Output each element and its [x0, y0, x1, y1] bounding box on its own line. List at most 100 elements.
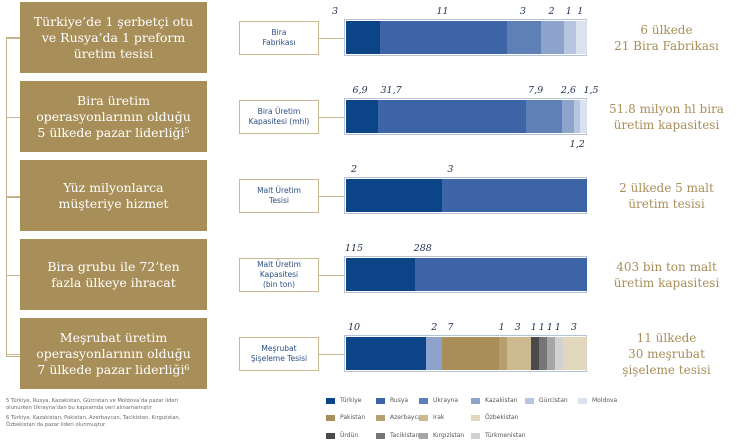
highlight-line: üretim tesisi: [73, 45, 154, 61]
legend-swatch: [471, 414, 480, 421]
row-label-line: Şişeleme Tesisi: [250, 353, 308, 363]
summary-line: üretim kapasitesi: [613, 117, 720, 132]
bracket-tick: [6, 274, 20, 276]
row-label-line: Malt Üretim: [257, 259, 301, 269]
highlight-text: Türkiye’de 1 şerbetçi otu ve Rusya’da 1 p…: [34, 14, 193, 62]
legend-swatch: [376, 414, 385, 421]
footnote-note5: 5 Türkiye, Rusya, Kazakistan, Gürcistan …: [6, 398, 234, 412]
highlight-line: operasyonlarının olduğu: [36, 108, 191, 124]
legend-swatch: [326, 432, 335, 439]
value-label: 3: [331, 6, 339, 17]
bar-segment-rusya: [378, 100, 526, 133]
legend-swatch: [471, 397, 480, 404]
row-summary: 11 ülkede 30 meşrubat şişeleme tesisi: [596, 330, 737, 378]
bar-segment-türkiye: [346, 258, 415, 291]
stacked-bar: [344, 19, 587, 56]
legend-swatch: [525, 397, 534, 404]
footnote-note6: 6 Türkiye, Kazakistan, Pakistan, Azerbay…: [6, 415, 234, 429]
highlight-box: Bira grubu ile 72’ten fazla ülkeye ihraca…: [20, 239, 207, 310]
row-label-box: Bira Fabrikası: [239, 20, 319, 55]
row-label-line: Kapasitesi: [259, 269, 299, 279]
value-label: 1: [577, 6, 584, 17]
bar-segment-ürdün: [530, 337, 539, 370]
bar-segment-tacikistan: [538, 337, 547, 370]
highlight-line: operasyonlarının olduğu: [36, 345, 191, 361]
bracket-tick: [6, 37, 20, 39]
row-summary: 6 ülkede 21 Bira Fabrikası: [596, 22, 737, 54]
row-label-line: Kapasitesi (mhl): [248, 116, 310, 126]
value-label: 7,9: [528, 85, 544, 96]
highlight-line: Türkiye’de 1 şerbetçi otu: [33, 13, 194, 29]
legend-entry-ürdün: Ürdün: [326, 432, 358, 439]
legend-label: Azerbaycan: [390, 414, 426, 421]
highlight-box: Yüz milyonlarca müşteriye hizmet: [20, 160, 207, 231]
stacked-bar: [344, 335, 587, 372]
bar-segment-türkiye: [346, 179, 443, 212]
value-label: 1,2: [569, 139, 585, 150]
bar-segment-gürcistan: [574, 100, 581, 133]
legend-entry-moldova: Moldova: [578, 397, 617, 404]
bar-segment-türkiye: [346, 100, 379, 133]
summary-line: 51.8 milyon hl bira: [609, 101, 724, 116]
legend-swatch: [326, 414, 335, 421]
value-label: 7: [447, 322, 454, 333]
row-connector: [319, 37, 344, 39]
bar-segment-gürcistan: [564, 21, 576, 54]
row-label-box: Malt Üretim Tesisi: [239, 178, 319, 213]
bracket-tick: [6, 116, 20, 118]
legend-entry-ukrayna: Ukrayna: [419, 397, 458, 404]
summary-line: 6 ülkede: [640, 22, 693, 37]
summary-line: 30 meşrubat: [628, 346, 705, 361]
row-label-box: Bira Üretim Kapasitesi (mhl): [239, 99, 319, 134]
highlight-text: Yüz milyonlarca müşteriye hizmet: [58, 180, 168, 212]
value-label: 1: [546, 322, 553, 333]
value-label: 1,5: [583, 85, 599, 96]
bar-segment-rusya: [380, 21, 507, 54]
footnote-line: 5 Türkiye, Rusya, Kazakistan, Gürcistan …: [6, 398, 179, 404]
footnote-line: 6 Türkiye, Kazakistan, Pakistan, Azerbay…: [6, 415, 181, 421]
value-label: 1: [565, 6, 572, 17]
row-summary: 2 ülkede 5 malt üretim tesisi: [596, 180, 737, 212]
legend-swatch: [471, 432, 480, 439]
row-connector: [319, 116, 344, 118]
row-label-line: (bin ton): [262, 279, 296, 289]
legend-swatch: [376, 432, 385, 439]
value-label: 2: [548, 6, 555, 17]
bar-segment-özbekistan: [562, 337, 587, 370]
row-label-box: Meşrubat Şişeleme Tesisi: [239, 336, 319, 371]
bracket-tick: [6, 353, 20, 355]
row-label-line: Bira: [271, 27, 287, 37]
footnote-line: Özbekistan’da pazar lideri olunmuştur.: [6, 422, 107, 428]
legend-entry-kazakistan: Kazakistan: [471, 397, 517, 404]
bar-segment-türkiye: [346, 337, 427, 370]
legend-entry-gürcistan: Gürcistan: [525, 397, 568, 404]
highlight-line: Yüz milyonlarca: [63, 179, 164, 195]
highlight-text: Bira üretim operasyonlarının olduğu 5 ülke…: [36, 93, 191, 141]
highlight-line: Bira grubu ile 72’ten: [47, 258, 180, 274]
value-label: 3: [519, 6, 526, 17]
legend-entry-türkiye: Türkiye: [326, 397, 362, 404]
row-connector: [319, 274, 344, 276]
value-label: 115: [344, 243, 364, 254]
legend-swatch: [376, 397, 385, 404]
bar-segment-kazakistan: [562, 100, 575, 133]
bar-segment-azerbaycan: [498, 337, 507, 370]
row-summary: 51.8 milyon hl bira üretim kapasitesi: [596, 101, 737, 133]
summary-line: 11 ülkede: [636, 330, 697, 345]
bracket-tick: [6, 195, 20, 197]
highlight-line: 7 ülkede pazar liderliği⁶: [37, 361, 190, 377]
footnote-line: olunurken Ukrayna’dan bu kapsamda veri a…: [6, 405, 152, 411]
highlight-box: Türkiye’de 1 şerbetçi otu ve Rusya’da 1 p…: [20, 2, 207, 73]
legend-swatch: [326, 397, 335, 404]
legend-label: Kırgızistan: [433, 432, 465, 439]
legend-swatch: [419, 414, 428, 421]
value-label: 6,9: [352, 85, 368, 96]
value-label: 1: [498, 322, 505, 333]
bar-segment-moldova: [580, 100, 587, 133]
summary-line: üretim kapasitesi: [613, 275, 720, 290]
legend-label: Moldova: [592, 397, 618, 404]
row-connector: [319, 195, 344, 197]
highlight-line: 5 ülkede pazar liderliği⁵: [37, 124, 190, 140]
row-connector: [319, 353, 344, 355]
legend-label: Pakistan: [340, 414, 366, 421]
